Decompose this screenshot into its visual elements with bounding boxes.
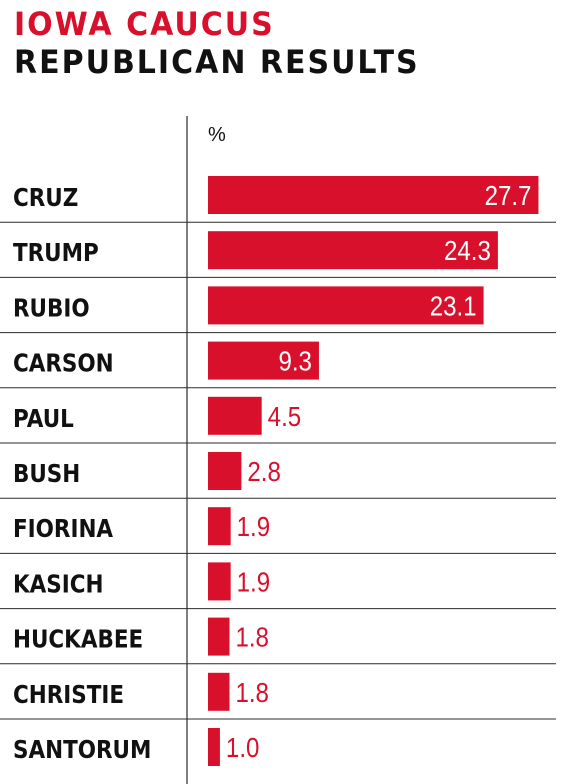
value-label: 1.9: [237, 510, 270, 542]
bar: [208, 396, 262, 435]
bar: [208, 452, 242, 490]
bar: [208, 562, 231, 601]
unit-label: %: [208, 124, 226, 146]
value-label: 27.7: [485, 179, 532, 211]
value-label: 24.3: [444, 234, 491, 266]
bar: [208, 728, 220, 766]
category-label: PAUL: [13, 404, 74, 433]
value-label: 9.3: [278, 345, 311, 377]
value-label: 1.8: [235, 621, 268, 653]
bar: [208, 231, 498, 270]
category-label: RUBIO: [13, 294, 90, 323]
chart-title-line-2: REPUBLICAN RESULTS: [14, 44, 420, 82]
value-label: 1.0: [226, 731, 259, 763]
bar: [208, 341, 319, 380]
bar: [208, 507, 231, 546]
value-label: 2.8: [247, 455, 280, 487]
category-label: CARSON: [13, 349, 114, 378]
bar: [208, 617, 230, 656]
category-label: BUSH: [13, 459, 80, 488]
bar: [208, 176, 539, 214]
category-label: TRUMP: [13, 239, 99, 268]
category-label: KASICH: [13, 570, 103, 599]
category-label: FIORINA: [13, 515, 113, 544]
category-label: CHRISTIE: [13, 680, 124, 709]
chart-title-line-1: IOWA CAUCUS: [14, 6, 275, 44]
bar: [208, 286, 484, 325]
value-label: 4.5: [268, 400, 301, 432]
value-label: 1.8: [235, 676, 268, 708]
value-label: 23.1: [430, 290, 477, 322]
category-label: HUCKABEE: [13, 625, 143, 654]
category-label: CRUZ: [13, 183, 78, 212]
category-label: SANTORUM: [13, 735, 151, 764]
bar: [208, 672, 230, 711]
value-label: 1.9: [237, 566, 270, 598]
